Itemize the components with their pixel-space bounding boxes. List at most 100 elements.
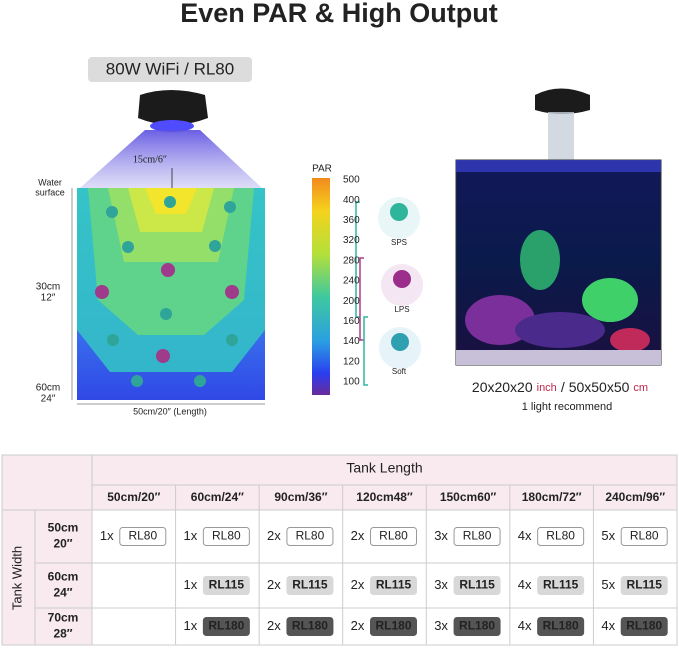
model: RL180 xyxy=(375,619,411,633)
model-badge xyxy=(620,576,668,595)
depth-label: 12″ xyxy=(41,293,56,304)
model: RL80 xyxy=(463,529,492,543)
count: 5x xyxy=(601,577,615,592)
model-badge xyxy=(370,527,417,546)
column-header: 240cm/96″ xyxy=(605,490,665,504)
model-badge xyxy=(537,527,585,546)
depth-label: 30cm xyxy=(36,282,60,293)
model-badge xyxy=(119,527,167,546)
model: RL180 xyxy=(292,619,328,633)
soft-bracket xyxy=(363,316,368,386)
sps-bracket xyxy=(355,201,360,318)
count: 4x xyxy=(518,577,532,592)
lamp-light xyxy=(150,120,194,132)
row-label: 28″ xyxy=(53,627,72,641)
title: Even PAR & High Output xyxy=(180,0,498,28)
model: RL115 xyxy=(292,578,328,592)
tank-size-part: inch xyxy=(537,382,557,394)
model: RL80 xyxy=(546,529,575,543)
tank-size-part: cm xyxy=(633,382,648,394)
water-surface-label: Water xyxy=(38,177,62,187)
tank-size-part: / xyxy=(561,379,565,395)
recommendation: 1 light recommend xyxy=(522,401,613,413)
model: RL80 xyxy=(630,529,659,543)
row-label: 24″ xyxy=(53,586,72,600)
distance-label: 15cm/6″ xyxy=(133,154,167,165)
table-row-header-bg xyxy=(2,510,92,645)
count: 2x xyxy=(351,577,365,592)
count: 3x xyxy=(434,528,448,543)
model-badge xyxy=(537,617,585,636)
tank-size: 20x20x20 inch /50x50x50 cm xyxy=(472,379,648,395)
model-badge xyxy=(453,576,501,595)
par-tick-label: 500 xyxy=(343,175,360,186)
count: 1x xyxy=(183,618,197,633)
model-badge xyxy=(370,617,417,636)
model-label: 80W WiFi / RL80 xyxy=(106,59,234,78)
par-title: PAR xyxy=(312,164,332,175)
par-tick-label: 280 xyxy=(343,255,360,266)
column-header: 180cm/72″ xyxy=(522,490,582,504)
coral-label: LPS xyxy=(394,305,409,314)
column-header: 60cm/24″ xyxy=(191,490,244,504)
table-border xyxy=(1,454,678,646)
model-badge xyxy=(453,617,501,636)
photo-corals xyxy=(456,230,661,365)
lamp xyxy=(138,90,208,125)
water-surface-label: surface xyxy=(35,187,65,197)
model-badge xyxy=(620,617,668,636)
par-tick-label: 400 xyxy=(343,195,360,206)
length-label: 50cm/20″ (Length) xyxy=(133,406,207,416)
depth-label: 24″ xyxy=(41,394,56,405)
model: RL180 xyxy=(626,619,662,633)
count: 5x xyxy=(601,528,615,543)
row-label: 20″ xyxy=(53,537,72,551)
model: RL180 xyxy=(208,619,244,633)
count: 3x xyxy=(434,618,448,633)
column-header: 120cm48″ xyxy=(356,490,413,504)
par-tick-label: 360 xyxy=(343,215,360,226)
model: RL115 xyxy=(376,578,412,592)
count: 4x xyxy=(518,618,532,633)
tank-size-part: 50x50x50 xyxy=(569,379,630,395)
model: RL80 xyxy=(128,529,157,543)
par-tick-label: 320 xyxy=(343,235,360,246)
model-badge xyxy=(202,617,250,636)
coral-label: SPS xyxy=(391,238,407,247)
model: RL115 xyxy=(209,578,245,592)
mount xyxy=(548,112,574,160)
model: RL115 xyxy=(543,578,579,592)
row-header: Tank Width xyxy=(9,546,24,610)
row-label: 50cm xyxy=(48,521,79,535)
column-header: 50cm/20″ xyxy=(107,490,160,504)
column-header: 90cm/36″ xyxy=(274,490,327,504)
model-badge xyxy=(286,576,334,595)
count: 2x xyxy=(351,618,365,633)
model-badge xyxy=(453,527,501,546)
model-badge xyxy=(202,576,250,595)
model-box xyxy=(88,57,252,82)
coral-label: Soft xyxy=(392,367,407,376)
column-header: 150cm60″ xyxy=(440,490,497,504)
count: 3x xyxy=(434,577,448,592)
count: 2x xyxy=(267,577,281,592)
par-tick-label: 140 xyxy=(343,336,360,347)
model: RL115 xyxy=(627,578,663,592)
lps-icons xyxy=(95,263,239,363)
lamp xyxy=(535,88,590,114)
par-tick-label: 100 xyxy=(343,377,360,388)
count: 1x xyxy=(100,528,114,543)
model: RL180 xyxy=(543,619,579,633)
table-header-bg xyxy=(2,455,677,510)
model: RL180 xyxy=(459,619,495,633)
coral-icons xyxy=(106,196,238,387)
table-title: Tank Length xyxy=(346,460,422,476)
par-tick-label: 160 xyxy=(343,316,360,327)
model: RL80 xyxy=(212,529,241,543)
par-tick-label: 120 xyxy=(343,356,360,367)
model-badge xyxy=(202,527,250,546)
count: 2x xyxy=(351,528,365,543)
model-badge xyxy=(286,527,334,546)
depth-label: 60cm xyxy=(36,383,60,394)
